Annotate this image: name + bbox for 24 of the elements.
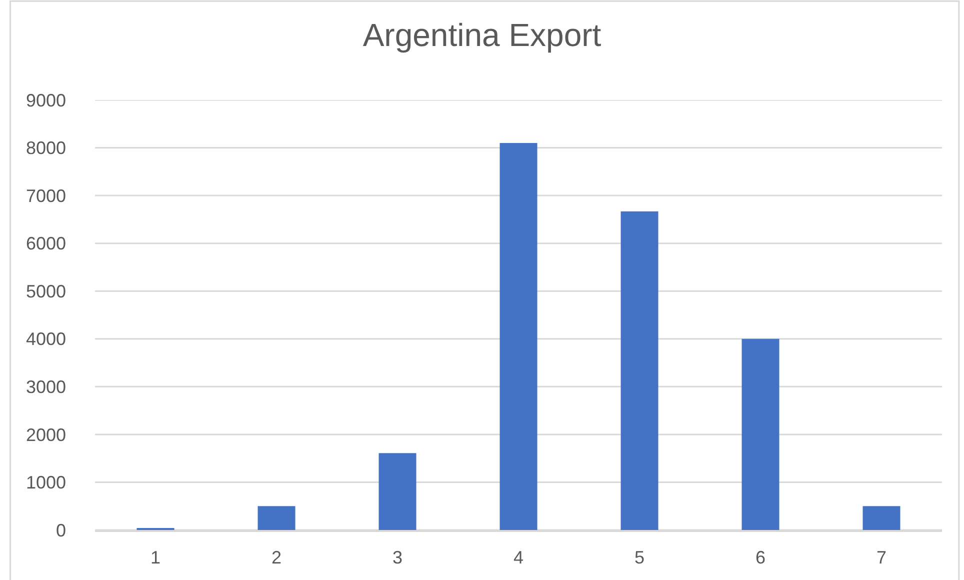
bar bbox=[378, 453, 416, 530]
y-tick-label: 0 bbox=[56, 520, 66, 540]
y-tick-label: 6000 bbox=[26, 234, 66, 254]
x-tick-label: 4 bbox=[513, 547, 524, 568]
chart-title: Argentina Export bbox=[362, 17, 602, 53]
y-tick-label: 3000 bbox=[26, 376, 66, 397]
y-tick-label: 9000 bbox=[26, 90, 66, 110]
x-tick-label: 1 bbox=[150, 547, 161, 568]
y-tick-label: 5000 bbox=[26, 281, 66, 302]
x-tick-label: 7 bbox=[876, 547, 887, 568]
y-tick-label: 8000 bbox=[26, 138, 66, 158]
x-tick-label: 5 bbox=[634, 547, 645, 568]
bar bbox=[258, 506, 296, 530]
x-tick-label: 2 bbox=[271, 547, 282, 568]
bar bbox=[742, 338, 780, 530]
x-tick-label: 3 bbox=[392, 547, 403, 568]
bar bbox=[620, 211, 658, 530]
bar bbox=[862, 506, 900, 530]
x-tick-label: 6 bbox=[755, 547, 766, 568]
y-tick-label: 4000 bbox=[26, 329, 66, 350]
y-tick-label: 7000 bbox=[26, 186, 66, 206]
y-tick-label: 1000 bbox=[26, 472, 66, 493]
y-tick-label: 2000 bbox=[26, 424, 66, 445]
bar bbox=[500, 143, 538, 530]
